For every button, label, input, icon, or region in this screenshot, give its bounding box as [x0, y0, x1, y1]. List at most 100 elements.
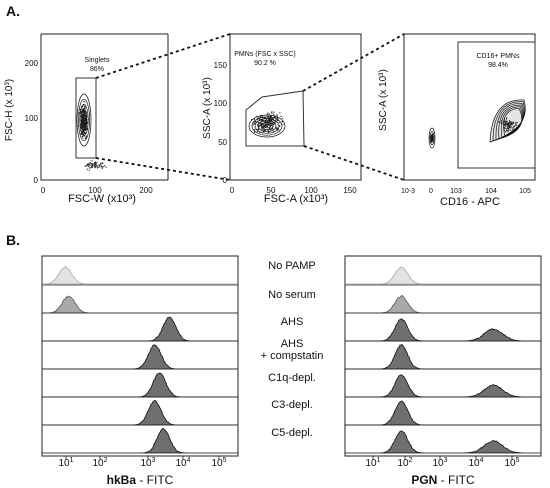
event-dot — [89, 164, 91, 167]
plot-a1-xtick: 100 — [88, 186, 102, 195]
event-dot — [99, 164, 101, 166]
event-dot — [506, 120, 508, 122]
event-dot — [265, 125, 267, 127]
right-xlabel: PGN - FITC — [411, 473, 475, 487]
plot-a1-ytick: 200 — [25, 59, 39, 68]
plot-a2-gate — [245, 90, 305, 147]
event-dot — [253, 118, 255, 120]
event-dot — [84, 125, 86, 127]
event-dot — [271, 111, 273, 113]
event-dot — [102, 162, 104, 164]
condition-label: No PAMP — [268, 260, 315, 272]
event-dot — [504, 131, 507, 133]
gate-connectors — [95, 33, 405, 181]
event-dot — [94, 167, 96, 169]
event-dot — [96, 166, 99, 168]
plot-a2-xlabel: FSC-A (x10³) — [264, 193, 328, 205]
plot-a2-gate-value: 90.2 % — [254, 60, 276, 67]
event-dot — [90, 167, 92, 169]
event-dot — [96, 167, 98, 169]
event-dot — [505, 118, 508, 120]
event-dot — [504, 122, 506, 124]
event-dot — [282, 117, 284, 119]
event-dot — [89, 162, 91, 164]
event-dot — [498, 121, 500, 123]
event-dot — [258, 121, 260, 123]
plot-a2-xtick: 100 — [304, 186, 318, 195]
plot-a3-gate — [457, 41, 536, 169]
event-dot — [267, 112, 269, 114]
plot-a3-xtick: 104 — [485, 188, 497, 195]
event-dot — [510, 129, 512, 131]
event-dot — [103, 165, 105, 167]
histogram-light — [42, 266, 238, 285]
plot-a3: SSC-A (x 10³) CD16 - APC 10-3 0 103 104 … — [378, 33, 536, 208]
event-dot — [260, 123, 262, 125]
xtick-exponent: 5 — [223, 457, 227, 464]
event-dot — [270, 125, 272, 127]
event-dot — [83, 122, 85, 124]
event-dot — [84, 106, 86, 108]
event-dot — [81, 132, 84, 134]
condition-label: C1q-depl. — [268, 372, 316, 384]
event-dot — [254, 122, 256, 124]
event-dot — [503, 124, 505, 126]
event-dot — [88, 165, 90, 167]
histogram-dark — [345, 430, 541, 454]
event-dot — [84, 101, 86, 103]
event-dot — [258, 116, 260, 118]
event-dot — [96, 164, 98, 166]
event-dot — [83, 117, 85, 119]
histogram-dark — [345, 374, 541, 398]
event-dot — [82, 131, 84, 133]
event-dot — [258, 124, 260, 126]
event-dot — [87, 163, 89, 165]
histogram-dark — [42, 427, 238, 454]
condition-label: C3-depl. — [271, 399, 313, 411]
condition-label: No serum — [268, 289, 316, 301]
event-dot — [100, 164, 102, 166]
plot-a1-ytick: 100 — [25, 114, 39, 123]
event-dot — [264, 121, 266, 123]
event-dot — [282, 123, 284, 125]
event-dot — [266, 124, 268, 126]
plot-a1-xtick: 200 — [139, 186, 153, 195]
event-dot — [90, 162, 92, 165]
plot-a1-xlabel: FSC-W (x10³) — [68, 193, 136, 205]
event-dot — [510, 125, 512, 127]
event-dot — [83, 132, 85, 135]
event-dot — [280, 115, 282, 118]
event-dot — [91, 160, 93, 162]
event-dot — [79, 108, 81, 111]
event-dot — [505, 128, 507, 130]
event-dot — [514, 125, 516, 127]
event-dot — [83, 119, 85, 121]
right-xlabel-bold: PGN — [411, 473, 437, 487]
plot-a3-xtick: 105 — [519, 188, 531, 195]
density-contour — [430, 134, 434, 142]
plot-a2: SSC-A (x 10³) FSC-A (x10³) 0 50 100 150 … — [202, 33, 362, 205]
event-dot — [83, 126, 85, 128]
histogram-xticks: 101 102 103 104 105 101 102 103 104 105 — [58, 456, 520, 469]
event-dot — [83, 128, 85, 131]
event-dot — [262, 131, 264, 133]
event-dot — [505, 120, 507, 122]
event-dot — [99, 166, 101, 168]
event-dot — [84, 165, 86, 167]
event-dot — [274, 116, 276, 118]
condition-label: + compstatin — [261, 350, 324, 362]
event-dot — [505, 123, 507, 125]
condition-label: AHS — [281, 316, 304, 328]
event-dot — [516, 122, 518, 124]
event-dot — [92, 163, 94, 166]
plot-a2-xtick: 50 — [267, 186, 276, 195]
histogram-dark — [42, 372, 238, 398]
event-dot — [513, 125, 515, 127]
event-dot — [262, 129, 264, 131]
event-dot — [274, 121, 276, 123]
plot-a1-axes — [40, 34, 168, 181]
event-dot — [254, 120, 256, 123]
histogram-dark — [42, 344, 238, 370]
event-dot — [513, 122, 515, 124]
